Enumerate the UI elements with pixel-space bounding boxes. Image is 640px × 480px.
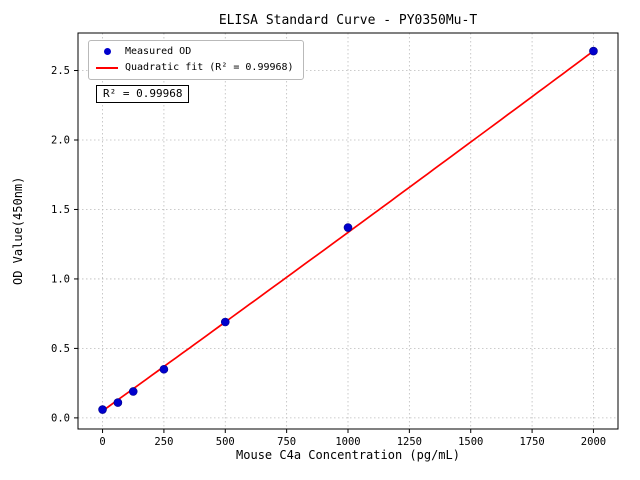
- legend-item-quadratic-fit: Quadratic fit (R² = 0.99968): [96, 61, 294, 74]
- legend-marker: [96, 48, 118, 55]
- legend-label-measured-od: Measured OD: [125, 46, 192, 57]
- x-tick-label: 0: [99, 436, 105, 448]
- line-marker-icon: [96, 66, 118, 69]
- y-tick-label: 1.0: [51, 273, 70, 285]
- x-tick-label: 2000: [581, 436, 606, 448]
- data-point: [113, 398, 123, 407]
- chart-title: ELISA Standard Curve - PY0350Mu-T: [218, 13, 478, 28]
- x-tick-label: 500: [216, 436, 235, 448]
- y-tick-label: 1.5: [51, 204, 70, 216]
- data-point: [128, 387, 138, 396]
- data-point: [159, 364, 169, 374]
- y-tick-label: 2.0: [51, 134, 70, 146]
- data-point: [98, 405, 107, 414]
- data-point: [220, 317, 230, 327]
- x-tick-label: 1750: [519, 436, 544, 448]
- legend-item-measured-od: Measured OD: [96, 45, 294, 58]
- legend-marker: [96, 66, 118, 69]
- y-tick-label: 0.0: [51, 412, 70, 424]
- data-point: [343, 223, 353, 232]
- x-tick-label: 1250: [397, 436, 422, 448]
- y-tick-label: 2.5: [51, 65, 70, 77]
- x-tick-label: 1000: [335, 436, 360, 448]
- r-squared-annotation: R² = 0.99968: [96, 85, 190, 103]
- x-tick-label: 250: [154, 436, 173, 448]
- x-axis-label: Mouse C4a Concentration (pg/mL): [236, 448, 460, 462]
- legend-label-quadratic-fit: Quadratic fit (R² = 0.99968): [125, 62, 294, 73]
- y-tick-label: 0.5: [51, 343, 70, 355]
- scatter-marker-icon: [103, 48, 111, 55]
- x-tick-label: 750: [277, 436, 296, 448]
- data-point: [589, 46, 598, 56]
- x-tick-label: 1500: [458, 436, 483, 448]
- fit-line: [102, 50, 594, 412]
- legend: Measured OD Quadratic fit (R² = 0.99968): [88, 40, 304, 80]
